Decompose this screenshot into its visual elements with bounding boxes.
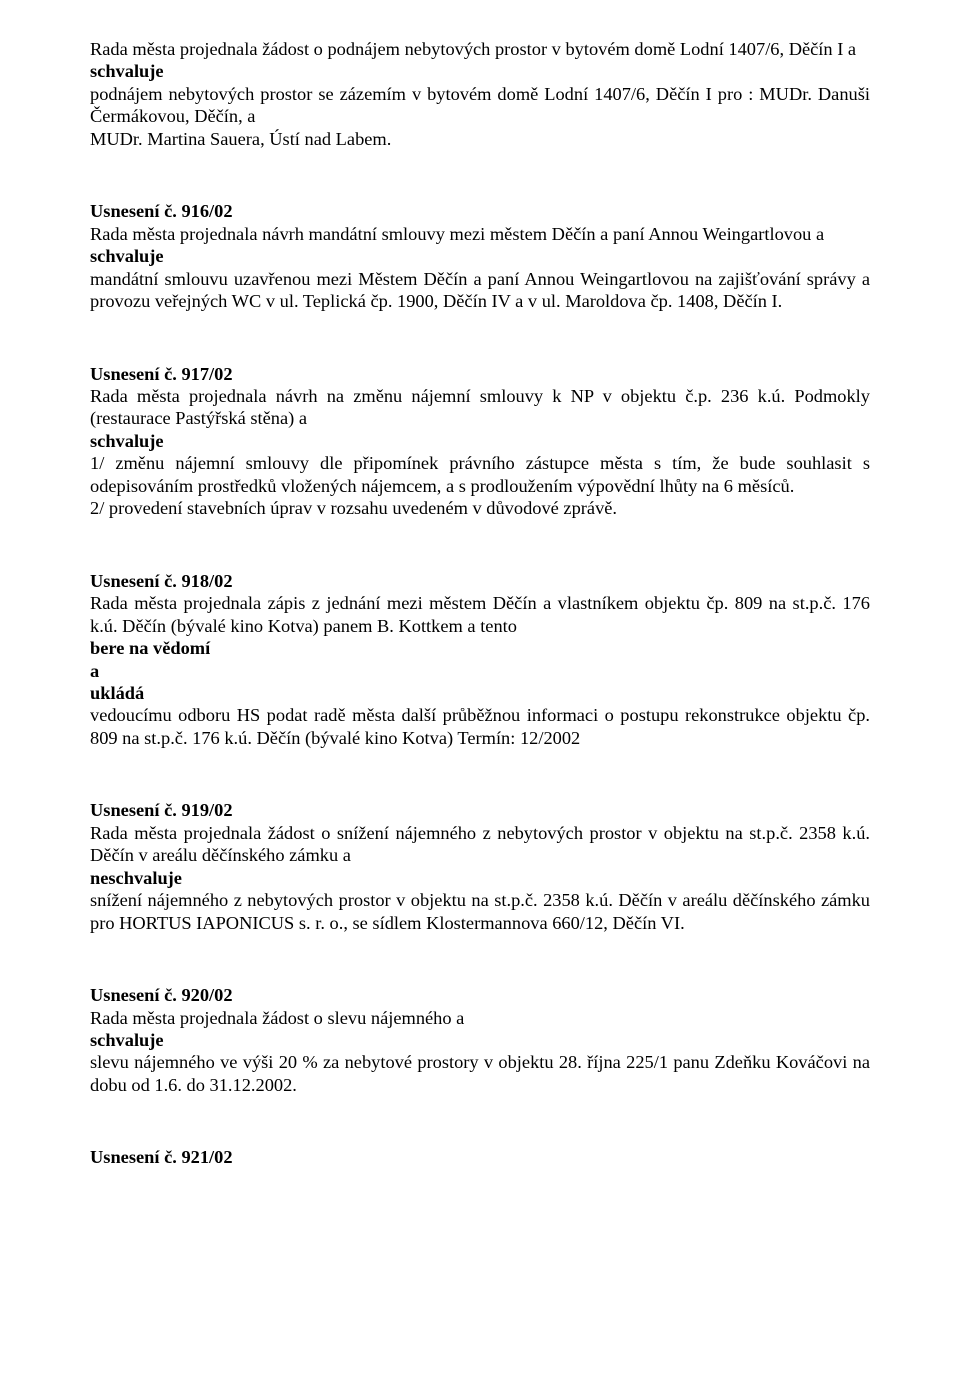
schvaluje-label: schvaluje — [90, 1029, 870, 1051]
resolution-block: Usnesení č. 918/02 Rada města projednala… — [90, 570, 870, 750]
paragraph: Rada města projednala žádost o podnájem … — [90, 38, 870, 60]
paragraph: Rada města projednala návrh mandátní sml… — [90, 223, 870, 245]
schvaluje-label: schvaluje — [90, 60, 870, 82]
paragraph: MUDr. Martina Sauera, Ústí nad Labem. — [90, 128, 870, 150]
resolution-heading: Usnesení č. 920/02 — [90, 984, 870, 1006]
resolution-block: Usnesení č. 917/02 Rada města projednala… — [90, 363, 870, 520]
paragraph: snížení nájemného z nebytových prostor v… — [90, 889, 870, 934]
neschvaluje-label: neschvaluje — [90, 867, 870, 889]
paragraph: mandátní smlouvu uzavřenou mezi Městem D… — [90, 268, 870, 313]
resolution-block: Usnesení č. 920/02 Rada města projednala… — [90, 984, 870, 1096]
page: Rada města projednala žádost o podnájem … — [0, 0, 960, 1379]
resolution-heading: Usnesení č. 919/02 — [90, 799, 870, 821]
bere-na-vedomi-label: bere na vědomí — [90, 637, 870, 659]
paragraph: 2/ provedení stavebních úprav v rozsahu … — [90, 497, 870, 519]
resolution-block: Usnesení č. 916/02 Rada města projednala… — [90, 200, 870, 312]
paragraph: 1/ změnu nájemní smlouvy dle připomínek … — [90, 452, 870, 497]
resolution-heading: Usnesení č. 921/02 — [90, 1146, 870, 1168]
paragraph: Rada města projednala zápis z jednání me… — [90, 592, 870, 637]
resolution-block: Rada města projednala žádost o podnájem … — [90, 38, 870, 150]
resolution-block: Usnesení č. 921/02 — [90, 1146, 870, 1168]
paragraph: Rada města projednala návrh na změnu náj… — [90, 385, 870, 430]
resolution-heading: Usnesení č. 916/02 — [90, 200, 870, 222]
uklada-label: ukládá — [90, 682, 870, 704]
resolution-heading: Usnesení č. 917/02 — [90, 363, 870, 385]
paragraph: podnájem nebytových prostor se zázemím v… — [90, 83, 870, 128]
schvaluje-label: schvaluje — [90, 430, 870, 452]
paragraph: Rada města projednala žádost o slevu náj… — [90, 1007, 870, 1029]
resolution-heading: Usnesení č. 918/02 — [90, 570, 870, 592]
a-label: a — [90, 660, 870, 682]
paragraph: Rada města projednala žádost o snížení n… — [90, 822, 870, 867]
paragraph: slevu nájemného ve výši 20 % za nebytové… — [90, 1051, 870, 1096]
resolution-block: Usnesení č. 919/02 Rada města projednala… — [90, 799, 870, 934]
paragraph: vedoucímu odboru HS podat radě města dal… — [90, 704, 870, 749]
schvaluje-label: schvaluje — [90, 245, 870, 267]
